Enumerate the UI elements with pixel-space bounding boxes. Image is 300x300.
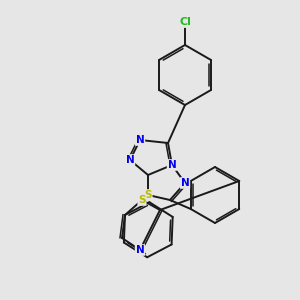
Text: Cl: Cl [179,17,191,27]
Text: N: N [136,135,144,145]
Text: N: N [126,155,134,165]
Text: N: N [168,160,176,170]
Text: N: N [181,178,189,188]
Text: N: N [136,245,144,255]
Text: S: S [138,195,146,205]
Text: S: S [144,190,152,200]
